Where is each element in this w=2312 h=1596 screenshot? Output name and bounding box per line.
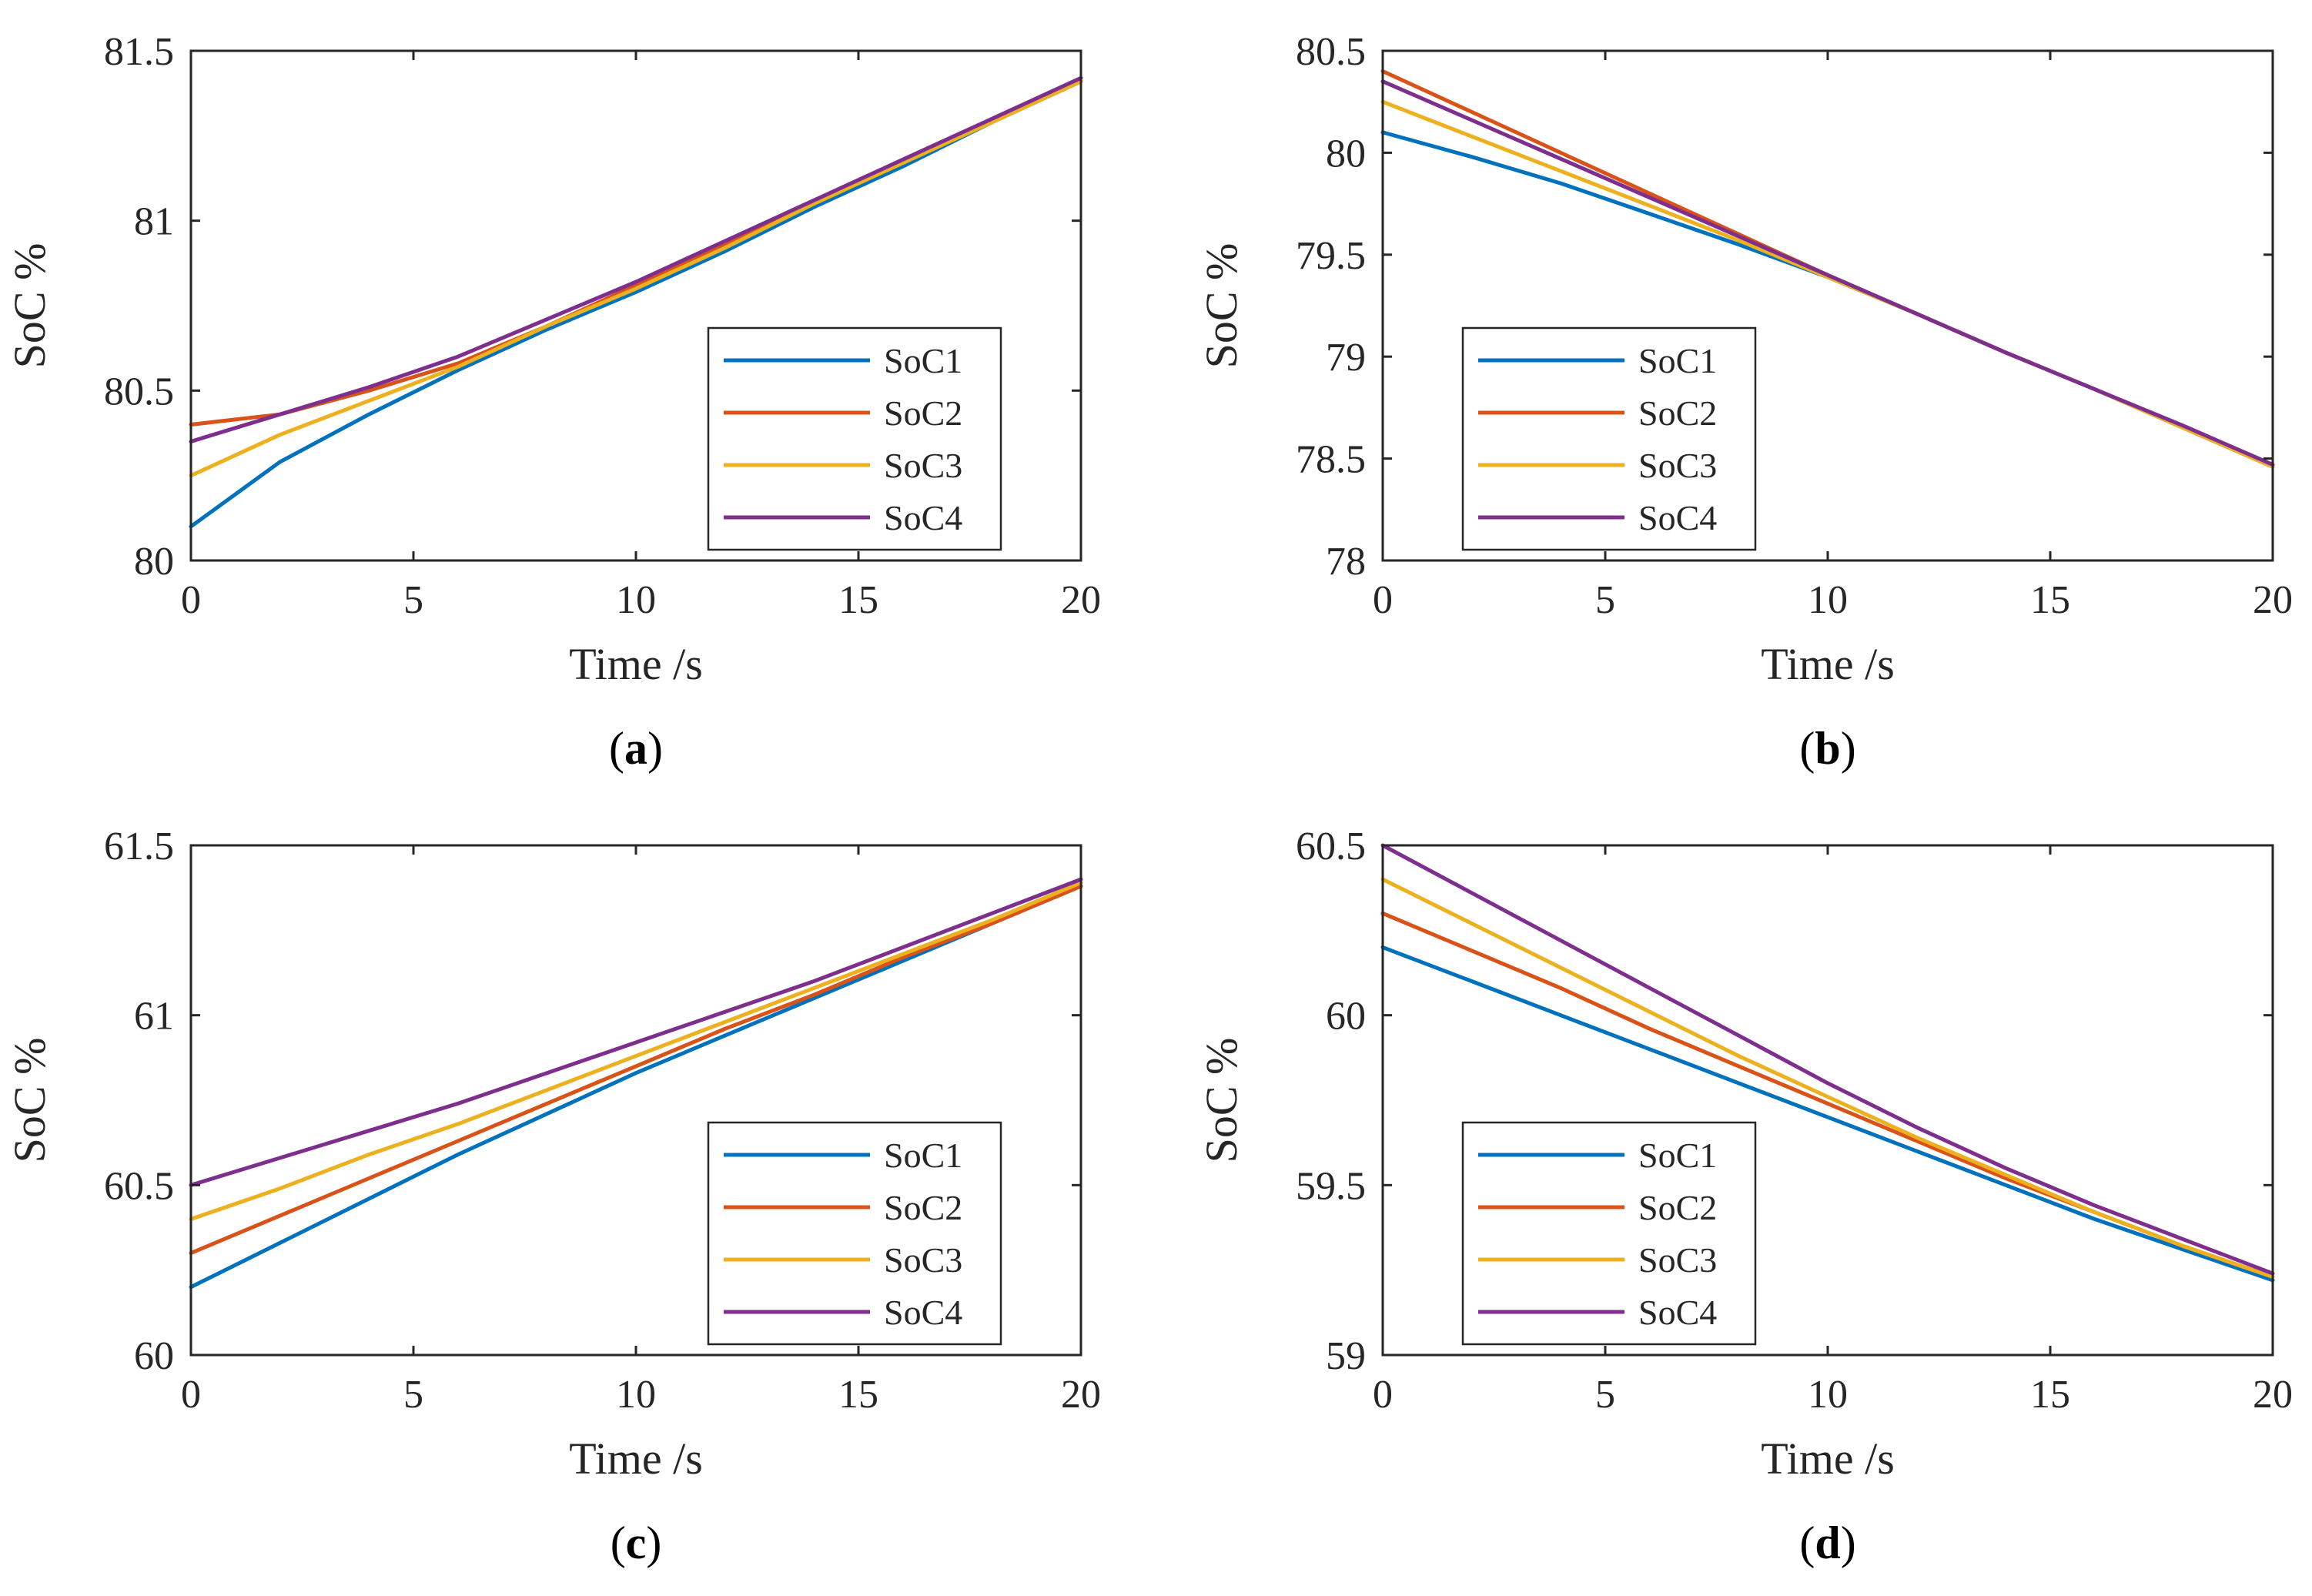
chart-d-legend-label-soc2: SoC2 bbox=[1638, 1188, 1717, 1227]
chart-a-xtick-label: 5 bbox=[403, 578, 423, 622]
chart-c-series-soc4-line bbox=[189, 877, 1083, 1187]
chart-b-y-axis-title: SoC % bbox=[1196, 243, 1246, 369]
chart-a-series-soc3-line bbox=[189, 79, 1083, 478]
chart-c-xtick-label: 0 bbox=[181, 1373, 201, 1417]
chart-d-ytick-label: 59 bbox=[1326, 1334, 1366, 1378]
chart-c-ytick-label: 61.5 bbox=[104, 825, 174, 868]
chart-a-ytick-label: 80.5 bbox=[104, 370, 174, 413]
chart-c-ytick-label: 60.5 bbox=[104, 1164, 174, 1208]
chart-a-xtick-label: 0 bbox=[181, 578, 201, 622]
chart-c-series-soc3-line bbox=[189, 881, 1083, 1221]
chart-c-x-axis-title: Time /s bbox=[569, 1434, 703, 1484]
chart-a-series-soc1-line bbox=[189, 79, 1083, 529]
chart-d-ytick-label: 59.5 bbox=[1296, 1164, 1366, 1208]
chart-d-series-soc3-line bbox=[1380, 877, 2275, 1279]
chart-b-ytick-label: 80 bbox=[1326, 132, 1366, 176]
chart-b-legend-box bbox=[1461, 326, 1757, 551]
chart-c-xtick-label: 15 bbox=[838, 1373, 878, 1417]
chart-b-legend-label-soc3: SoC3 bbox=[1638, 446, 1717, 485]
chart-a-legend: SoC1 SoC2 SoC3 SoC4 bbox=[707, 326, 1002, 551]
chart-a-legend-label-soc2: SoC2 bbox=[884, 393, 962, 433]
chart-a: 0 5 10 15 20 80 80.5 81 81.5 Time /s SoC % SoC1 SoC2… bbox=[5, 30, 1101, 774]
chart-a-series-soc4-line bbox=[189, 75, 1083, 443]
chart-a-ytick-label: 81 bbox=[134, 200, 174, 244]
chart-b-xtick-label: 5 bbox=[1595, 578, 1615, 622]
chart-b-ytick-label: 78.5 bbox=[1296, 438, 1366, 482]
chart-b-ytick-label: 79 bbox=[1326, 336, 1366, 380]
chart-b-xtick-label: 0 bbox=[1373, 578, 1393, 622]
chart-d-x-axis-title: Time /s bbox=[1761, 1434, 1895, 1484]
chart-d-series-soc1-line bbox=[1380, 945, 2275, 1283]
chart-b-legend-label-soc2: SoC2 bbox=[1638, 393, 1717, 433]
chart-b-caption: (b) bbox=[1799, 723, 1855, 774]
chart-b-ytick-label: 78 bbox=[1326, 540, 1366, 584]
chart-b-series-soc4-line bbox=[1380, 79, 2275, 467]
chart-c-y-axis-title: SoC % bbox=[5, 1038, 55, 1163]
chart-a-xtick-label: 15 bbox=[838, 578, 878, 622]
chart-a-ytick-label: 80 bbox=[134, 540, 174, 584]
chart-c-series-soc2-line bbox=[189, 884, 1083, 1256]
chart-c-xtick-label: 20 bbox=[1061, 1373, 1101, 1417]
chart-c-xtick-label: 5 bbox=[403, 1373, 423, 1417]
chart-c-legend-box bbox=[707, 1121, 1002, 1346]
chart-c-ytick-label: 61 bbox=[134, 995, 174, 1039]
chart-b-ytick-label: 80.5 bbox=[1296, 30, 1366, 74]
chart-d-xtick-label: 15 bbox=[2030, 1373, 2070, 1417]
chart-d-legend-label-soc1: SoC1 bbox=[1638, 1136, 1717, 1175]
chart-a-y-axis-title: SoC % bbox=[5, 243, 55, 369]
chart-c-legend: SoC1 SoC2 SoC3 SoC4 bbox=[707, 1121, 1002, 1346]
chart-a-legend-box bbox=[707, 326, 1002, 551]
chart-d-y-axis-title: SoC % bbox=[1196, 1038, 1246, 1163]
chart-d-caption: (d) bbox=[1799, 1517, 1855, 1568]
chart-a-legend-label-soc3: SoC3 bbox=[884, 446, 962, 485]
chart-c-legend-label-soc2: SoC2 bbox=[884, 1188, 962, 1227]
chart-b-ytick-label: 79.5 bbox=[1296, 234, 1366, 278]
chart-d-legend-box bbox=[1461, 1121, 1757, 1346]
chart-b-xtick-label: 15 bbox=[2030, 578, 2070, 622]
chart-a-xtick-label: 10 bbox=[616, 578, 656, 622]
chart-b-legend: SoC1 SoC2 SoC3 SoC4 bbox=[1461, 326, 1757, 551]
chart-b-legend-label-soc4: SoC4 bbox=[1638, 498, 1717, 537]
chart-d-xtick-label: 20 bbox=[2253, 1373, 2293, 1417]
chart-a-caption: (a) bbox=[609, 723, 663, 774]
chart-b-xtick-label: 10 bbox=[1808, 578, 1848, 622]
chart-d-xtick-label: 5 bbox=[1595, 1373, 1615, 1417]
chart-c-caption: (c) bbox=[611, 1517, 662, 1568]
chart-d-legend-label-soc3: SoC3 bbox=[1638, 1240, 1717, 1280]
chart-c-xtick-label: 10 bbox=[616, 1373, 656, 1417]
chart-d-ytick-label: 60.5 bbox=[1296, 825, 1366, 868]
chart-c-series-soc1-line bbox=[189, 884, 1083, 1290]
chart-b-x-axis-title: Time /s bbox=[1761, 639, 1895, 689]
chart-a-legend-label-soc1: SoC1 bbox=[884, 341, 962, 380]
chart-d-series-soc4-line bbox=[1380, 843, 2275, 1276]
chart-a-xtick-label: 20 bbox=[1061, 578, 1101, 622]
chart-d-legend: SoC1 SoC2 SoC3 SoC4 bbox=[1461, 1121, 1757, 1346]
chart-d: 0 5 10 15 20 59 59.5 60 60.5 Time /s SoC % SoC1 SoC2… bbox=[1196, 825, 2293, 1568]
chart-c-legend-label-soc3: SoC3 bbox=[884, 1240, 962, 1280]
chart-b: 0 5 10 15 20 78 78.5 79 79.5 80 80.5 Time /s SoC % So… bbox=[1196, 30, 2293, 774]
chart-a-x-axis-title: Time /s bbox=[569, 639, 703, 689]
chart-a-ytick-label: 81.5 bbox=[104, 30, 174, 74]
chart-d-legend-label-soc4: SoC4 bbox=[1638, 1293, 1717, 1332]
chart-c: 0 5 10 15 20 60 60.5 61 61.5 Time /s SoC % SoC1 SoC2… bbox=[5, 825, 1101, 1568]
chart-d-xtick-label: 10 bbox=[1808, 1373, 1848, 1417]
chart-d-xtick-label: 0 bbox=[1373, 1373, 1393, 1417]
chart-b-xtick-label: 20 bbox=[2253, 578, 2293, 622]
chart-d-ytick-label: 60 bbox=[1326, 995, 1366, 1039]
chart-b-legend-label-soc1: SoC1 bbox=[1638, 341, 1717, 380]
chart-c-legend-label-soc1: SoC1 bbox=[884, 1136, 962, 1175]
chart-a-legend-label-soc4: SoC4 bbox=[884, 498, 962, 537]
chart-c-legend-label-soc4: SoC4 bbox=[884, 1293, 962, 1332]
chart-c-ytick-label: 60 bbox=[134, 1334, 174, 1378]
